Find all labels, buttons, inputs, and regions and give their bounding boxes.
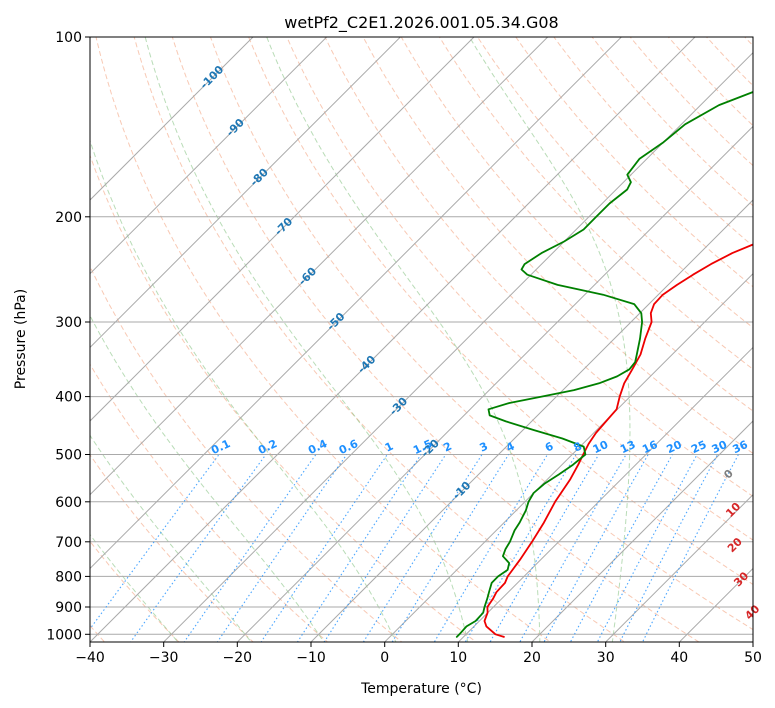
x-axis-label: Temperature (°C)	[360, 681, 482, 697]
isotherm-line	[90, 37, 549, 496]
mixing-ratio-label: 20	[665, 438, 685, 456]
mixing-ratio-line	[216, 454, 348, 642]
y-tick-label: 600	[55, 495, 82, 511]
mixing-ratio-line	[464, 454, 577, 642]
dry-adiabat-line	[90, 453, 254, 642]
dry-adiabat-line	[90, 153, 477, 642]
mixing-ratio-label: 13	[618, 438, 637, 456]
dry-adiabat-line	[248, 37, 753, 586]
isotherm-line	[236, 125, 753, 642]
mixing-ratio-label: 10	[591, 438, 611, 456]
mixing-ratio-line	[183, 454, 317, 642]
temperature-profile-line	[483, 243, 753, 638]
isotherm-line	[90, 37, 475, 422]
x-tick-label: 20	[523, 650, 541, 666]
y-tick-label: 900	[55, 600, 82, 616]
x-axis-ticks: −40 −30 −20 −10 0 10 20 30 40 50	[75, 642, 762, 666]
isotherms	[90, 37, 753, 642]
dry-adiabat-line	[400, 37, 753, 412]
dry-adiabat-line	[324, 37, 753, 498]
moist-adiabat-line	[144, 37, 469, 642]
dry-adiabat-line	[133, 37, 626, 642]
isotherm-line	[90, 37, 328, 275]
isotherm-line	[162, 51, 753, 642]
y-tick-label: 800	[55, 569, 82, 585]
plot-frame	[89, 36, 754, 643]
mixing-ratio-line	[543, 454, 649, 642]
y-axis-ticks: 1000 900 800 700 600 500 400 300 200 100	[46, 30, 90, 643]
isotherm-line	[531, 420, 753, 642]
moist-adiabat-line	[90, 314, 325, 642]
mixing-ratio-line	[391, 454, 510, 642]
sounding-series	[455, 91, 753, 638]
mixing-ratio-line	[296, 454, 422, 642]
x-tick-label: 40	[670, 650, 688, 666]
x-tick-label: 0	[380, 650, 389, 666]
isotherm-line	[90, 37, 254, 201]
y-tick-label: 300	[55, 315, 82, 331]
mixing-ratio-line	[323, 454, 447, 642]
isotherm-line	[604, 493, 753, 642]
dry-adiabat-line	[362, 37, 753, 455]
y-tick-label: 100	[55, 30, 82, 46]
dry-adiabat-line	[667, 37, 753, 127]
x-tick-label: 10	[449, 650, 467, 666]
chart-title: wetPf2_C2E1.2026.001.05.34.G08	[284, 13, 558, 33]
moist-adiabat-line	[468, 37, 631, 642]
x-tick-label: −30	[149, 650, 179, 666]
y-tick-label: 200	[55, 210, 82, 226]
isotherm-line	[90, 37, 623, 570]
mixing-ratio-line	[362, 454, 483, 642]
x-tick-label: 30	[597, 650, 615, 666]
mixing-ratio-line	[433, 454, 548, 642]
mixing-ratio-line	[641, 454, 739, 642]
pressure-gridlines	[90, 37, 753, 635]
dry-adiabat-line	[171, 37, 700, 642]
mixing-ratio-label: 25	[689, 438, 708, 456]
mixing-ratio-label: 36	[731, 438, 751, 456]
dry-adiabat-line	[476, 37, 753, 329]
mixing-ratio-label: 30	[710, 438, 730, 456]
y-tick-label: 500	[55, 448, 82, 464]
dry-adiabat-line	[95, 37, 552, 642]
y-axis-label: Pressure (hPa)	[13, 289, 29, 389]
x-tick-label: −10	[296, 650, 326, 666]
isotherm-line	[90, 37, 696, 642]
dry-adiabat-line	[90, 540, 180, 642]
mixing-ratio-line	[619, 454, 719, 642]
x-tick-label: 50	[744, 650, 762, 666]
moist-adiabat-line	[90, 533, 179, 642]
mixing-ratio-line	[519, 454, 627, 642]
dry-adiabat-line	[553, 37, 753, 247]
y-tick-label: 700	[55, 535, 82, 551]
y-tick-label: 400	[55, 390, 82, 406]
mixing-ratio-line	[260, 454, 388, 642]
mixing-ratio-label: 16	[640, 438, 660, 456]
isotherm-line	[310, 199, 753, 642]
y-tick-label: 1000	[46, 627, 82, 643]
dewpoint-profile-line	[455, 91, 753, 638]
isotherm-line	[90, 37, 402, 349]
isotherm-line	[383, 272, 753, 642]
mixing-ratio-lines	[90, 454, 739, 642]
dry-adiabat-line	[286, 37, 753, 541]
mixing-ratio-line	[596, 454, 698, 642]
isotherm-line	[457, 346, 753, 642]
dry-adiabat-line	[90, 265, 403, 642]
x-tick-label: −40	[75, 650, 105, 666]
mixing-ratio-line	[569, 454, 673, 642]
dry-adiabat-line	[629, 37, 753, 167]
x-tick-label: −20	[223, 650, 253, 666]
moist-adiabat-line	[266, 37, 541, 642]
